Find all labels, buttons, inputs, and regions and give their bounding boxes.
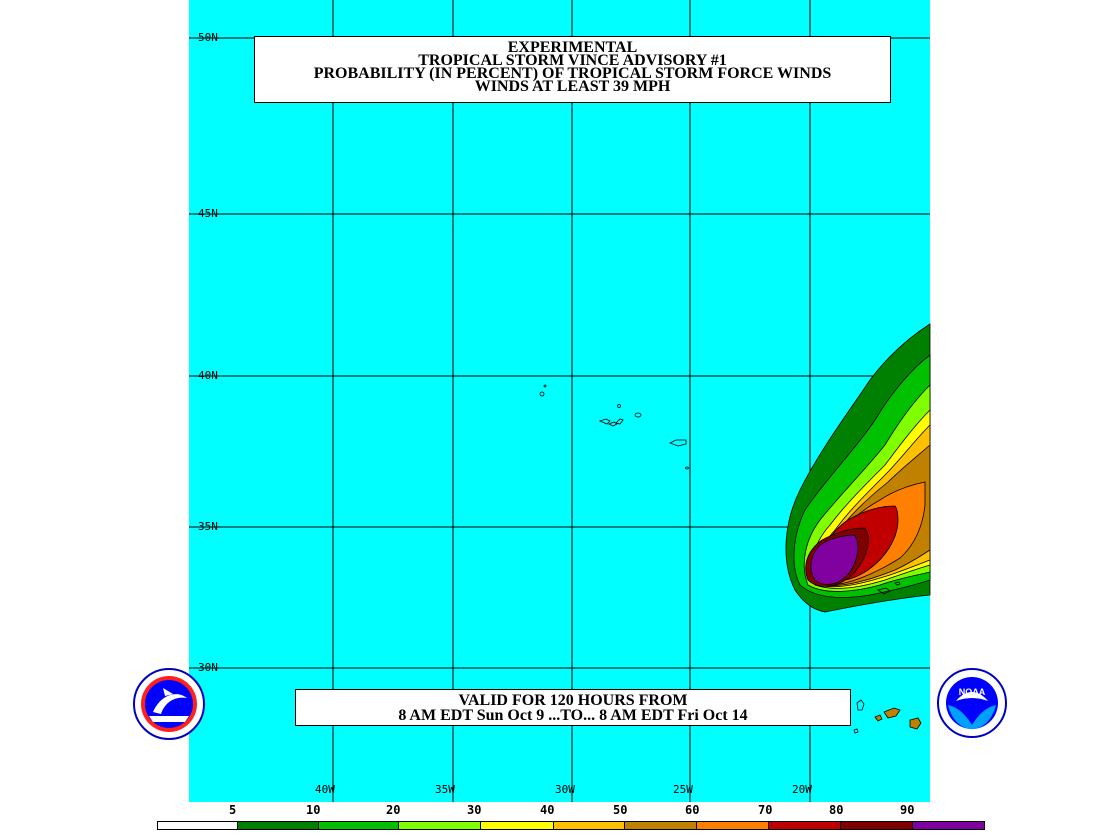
legend-label-70: 70 [758, 803, 773, 817]
lon-label-25w: 25W [673, 783, 693, 796]
noaa-logo: NOAA [937, 668, 1007, 738]
legend-label-80: 80 [829, 803, 844, 817]
lat-label-35n: 35N [198, 520, 218, 533]
lon-label-40w: 40W [315, 783, 335, 796]
islands [539, 384, 901, 595]
valid-line-2: 8 AM EDT Sun Oct 9 ...TO... 8 AM EDT Fri… [398, 707, 748, 724]
legend-swatch-90 [912, 821, 985, 830]
legend-label-60: 60 [685, 803, 700, 817]
svg-text:NOAA: NOAA [959, 687, 986, 697]
legend-swatch-5 [237, 821, 319, 830]
canary-islands [853, 699, 922, 734]
legend-swatch-40 [553, 821, 625, 830]
lon-label-20w: 20W [792, 783, 812, 796]
valid-time-box: VALID FOR 120 HOURS FROM 8 AM EDT Sun Oc… [295, 689, 851, 726]
legend-swatch-30 [480, 821, 554, 830]
legend-label-40: 40 [540, 803, 555, 817]
lat-label-50n: 50N [198, 31, 218, 44]
contour-90 [810, 534, 859, 585]
legend-swatch-60 [696, 821, 769, 830]
lat-label-30n: 30N [198, 661, 218, 674]
title-box: EXPERIMENTAL TROPICAL STORM VINCE ADVISO… [254, 36, 891, 103]
legend-label-90: 90 [900, 803, 915, 817]
lon-label-30w: 30W [555, 783, 575, 796]
legend-label-5: 5 [229, 803, 237, 817]
legend-label-10: 10 [306, 803, 321, 817]
legend-label-50: 50 [613, 803, 628, 817]
legend-swatch-50 [624, 821, 697, 830]
legend-label-30: 30 [467, 803, 482, 817]
legend-swatch-70 [768, 821, 841, 830]
legend-swatch-80 [840, 821, 913, 830]
legend-swatch-0 [157, 821, 238, 830]
title-line-2: TROPICAL STORM VINCE ADVISORY #1 [418, 52, 727, 69]
legend-swatch-20 [398, 821, 481, 830]
title-line-4: WINDS AT LEAST 39 MPH [474, 78, 671, 95]
probability-contours [785, 323, 931, 613]
title-line-1: EXPERIMENTAL [507, 39, 638, 56]
legend-label-20: 20 [386, 803, 401, 817]
nws-logo [133, 668, 205, 740]
title-line-3: PROBABILITY (IN PERCENT) OF TROPICAL STO… [313, 65, 832, 82]
lon-label-35w: 35W [435, 783, 455, 796]
legend-swatch-10 [318, 821, 399, 830]
lat-label-45n: 45N [198, 207, 218, 220]
lat-label-40n: 40N [198, 369, 218, 382]
valid-line-1: VALID FOR 120 HOURS FROM [458, 692, 688, 709]
ocean-background [189, 0, 930, 802]
